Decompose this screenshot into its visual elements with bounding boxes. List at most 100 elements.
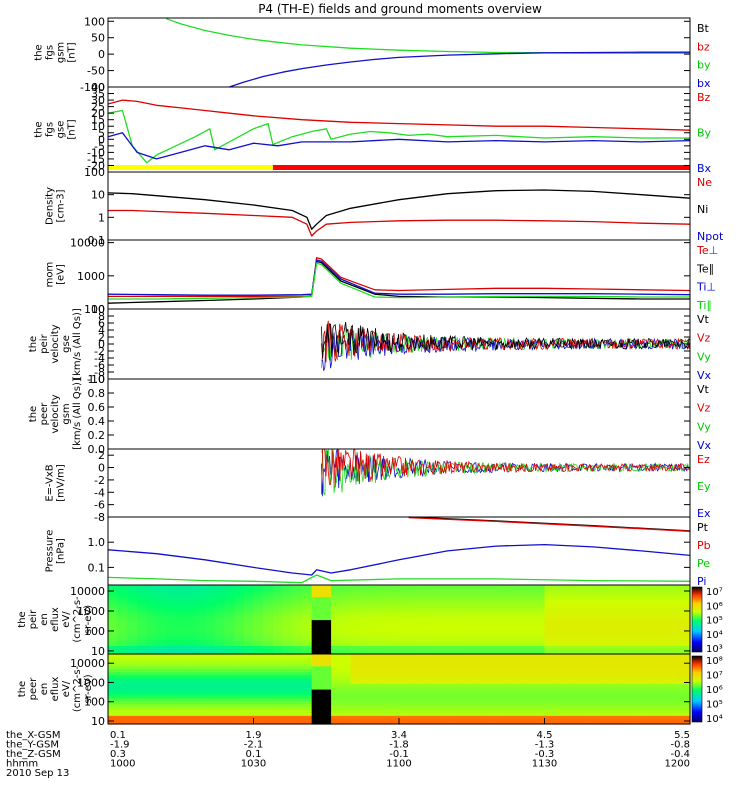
heatmap-cell [340, 645, 352, 649]
heatmap-cell [563, 689, 575, 693]
y-tick-label: 1 [98, 211, 105, 224]
heatmap-cell [476, 633, 487, 638]
heatmap-cell [234, 709, 245, 713]
heatmap-cell [195, 715, 206, 719]
heatmap-cell [369, 697, 381, 702]
heatmap-cell [505, 718, 516, 722]
heatmap-cell [466, 715, 478, 719]
heatmap-cell [554, 608, 565, 612]
colorbar-scale [691, 655, 703, 723]
heatmap-cell [360, 585, 371, 589]
heatmap-cell [127, 596, 138, 600]
heatmap-cell [476, 656, 487, 661]
heatmap-cell [321, 668, 332, 673]
heatmap-cell [389, 671, 400, 676]
heatmap-cell [214, 622, 225, 626]
heatmap-cell [389, 602, 400, 606]
heatmap-cell [272, 721, 284, 725]
heatmap-cell [331, 585, 342, 589]
heatmap-cell [282, 648, 293, 652]
heatmap-cell [399, 721, 410, 725]
heatmap-cell [272, 680, 284, 684]
heatmap-cell [544, 642, 555, 646]
heatmap-cell [166, 599, 177, 603]
heatmap-cell [263, 654, 274, 658]
heatmap-cell [447, 706, 458, 711]
heatmap-cell [127, 671, 138, 676]
heatmap-cell [253, 645, 264, 649]
heatmap-cell [137, 715, 148, 719]
heatmap-cell [680, 689, 691, 693]
heatmap-cell [185, 662, 196, 667]
heatmap-cell [680, 587, 691, 592]
heatmap-cell [117, 654, 128, 658]
heatmap-cell [641, 662, 652, 667]
heatmap-cell [195, 712, 206, 716]
heatmap-cell [369, 613, 381, 618]
heatmap-cell [496, 668, 507, 673]
heatmap-cell [476, 642, 487, 646]
heatmap-cell [554, 689, 565, 693]
heatmap-cell [321, 633, 332, 638]
colorbar-label: 10⁸ [706, 656, 723, 667]
heatmap-cell [302, 662, 313, 667]
heatmap-cell [399, 625, 410, 629]
heatmap-cell [602, 715, 613, 719]
heatmap-cell [641, 651, 652, 655]
x-tick-label: -1.8 [389, 740, 409, 751]
heatmap-cell [670, 683, 681, 687]
heatmap-cell [350, 659, 361, 664]
heatmap-cell [622, 694, 633, 699]
heatmap-cell [554, 596, 565, 600]
heatmap-cell [505, 721, 516, 725]
heatmap-cell [670, 715, 681, 719]
heatmap-cell [166, 645, 177, 649]
heatmap-cell [486, 665, 497, 670]
heatmap-cell [263, 628, 274, 632]
heatmap-cell [660, 700, 672, 705]
heatmap-cell [593, 633, 604, 638]
heatmap-cell [515, 659, 526, 664]
heatmap-cell [127, 628, 138, 632]
heatmap-cell [117, 642, 128, 646]
heatmap-cell [272, 596, 284, 600]
heatmap-cell [243, 616, 255, 621]
heatmap-cell [670, 709, 681, 713]
heatmap-cell [263, 631, 274, 635]
heatmap-cell [292, 596, 303, 600]
heatmap-cell [583, 602, 594, 606]
heatmap-cell [437, 654, 449, 658]
colorbar-label: 10⁷ [706, 587, 723, 598]
heatmap-cell [166, 633, 177, 638]
heatmap-cell [389, 677, 400, 681]
heatmap-cell [146, 587, 158, 592]
heatmap-cell [515, 636, 526, 641]
heatmap-cell [418, 610, 429, 615]
heatmap-cell [331, 639, 342, 644]
heatmap-cell [670, 706, 681, 711]
heatmap-cell [612, 648, 623, 652]
heatmap-cell [622, 593, 633, 598]
heatmap-cell [166, 668, 177, 673]
heatmap-cell [253, 633, 264, 638]
heatmap-cell [321, 602, 332, 606]
heatmap-cell [137, 677, 148, 681]
heatmap-cell [331, 642, 342, 646]
heatmap-cell [117, 645, 128, 649]
heatmap-cell [515, 694, 526, 699]
heatmap-cell [418, 590, 429, 595]
heatmap-cell [466, 602, 478, 606]
heatmap-cell [185, 671, 196, 676]
heatmap-cell [583, 680, 594, 684]
heatmap-cell [137, 602, 148, 606]
heatmap-cell [127, 613, 138, 618]
heatmap-cell [195, 706, 206, 711]
heatmap-cell [563, 596, 575, 600]
heatmap-cell [272, 697, 284, 702]
heatmap-cell [166, 659, 177, 664]
heatmap-cell [389, 697, 400, 702]
heatmap-cell [321, 645, 332, 649]
heatmap-cell [515, 599, 526, 603]
heatmap-cell [408, 686, 419, 690]
heatmap-cell [670, 605, 681, 609]
